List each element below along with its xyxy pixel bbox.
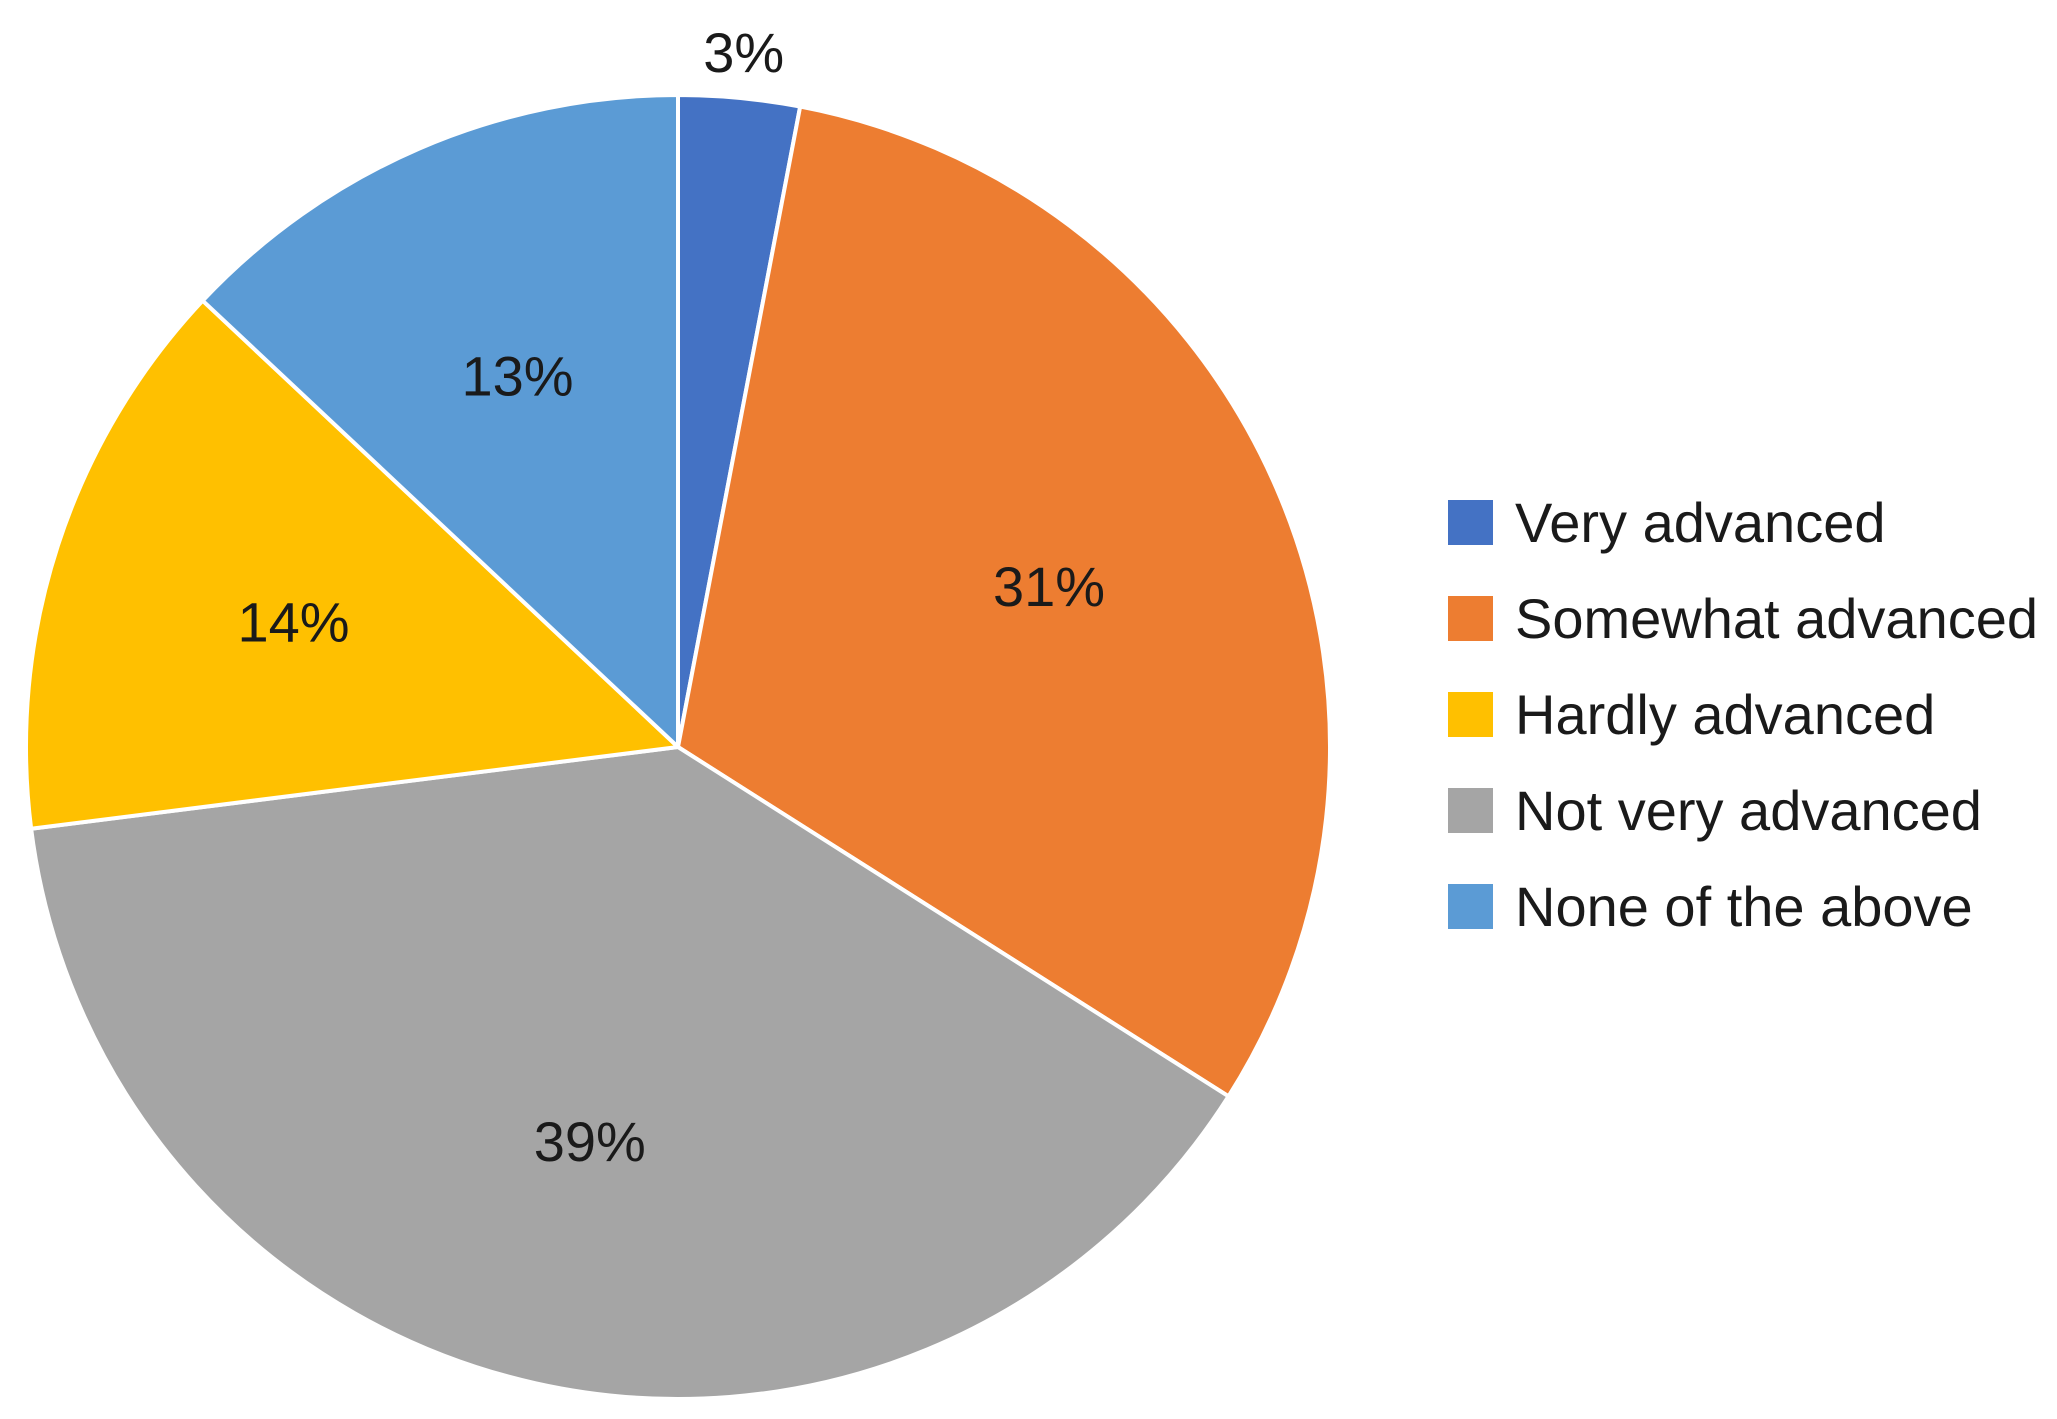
- legend-label: Not very advanced: [1515, 778, 1982, 842]
- pie-slices: [24, 93, 1332, 1401]
- legend-item-not-very-advanced: Not very advanced: [1448, 762, 2038, 858]
- legend-label: Somewhat advanced: [1515, 586, 2039, 650]
- legend-label: Hardly advanced: [1515, 682, 1936, 746]
- legend-label: None of the above: [1515, 874, 1973, 938]
- chart-legend: Very advanced Somewhat advanced Hardly adv…: [1448, 474, 2038, 954]
- data-label-none-of-the-above: 13%: [461, 345, 573, 408]
- legend-swatch: [1448, 787, 1493, 833]
- data-label-not-very-advanced: 39%: [534, 1110, 646, 1173]
- legend-item-very-advanced: Very advanced: [1448, 474, 2038, 570]
- legend-swatch: [1448, 499, 1493, 545]
- pie-slice-hardly-advanced: [24, 298, 680, 831]
- legend-item-hardly-advanced: Hardly advanced: [1448, 666, 2038, 762]
- data-label-very-advanced: 3%: [703, 21, 784, 84]
- pie-slice-none-of-the-above: [200, 93, 680, 749]
- legend-item-none-of-the-above: None of the above: [1448, 858, 2038, 954]
- legend-swatch: [1448, 691, 1493, 737]
- pie-data-labels: 3% 31% 39% 14% 13%: [237, 21, 1105, 1173]
- data-label-somewhat-advanced: 31%: [993, 555, 1105, 618]
- legend-label: Very advanced: [1515, 490, 1886, 554]
- data-label-hardly-advanced: 14%: [237, 591, 349, 654]
- legend-item-somewhat-advanced: Somewhat advanced: [1448, 570, 2038, 666]
- pie-slice-not-very-advanced: [29, 745, 1231, 1401]
- legend-swatch: [1448, 883, 1493, 929]
- legend-swatch: [1448, 595, 1493, 641]
